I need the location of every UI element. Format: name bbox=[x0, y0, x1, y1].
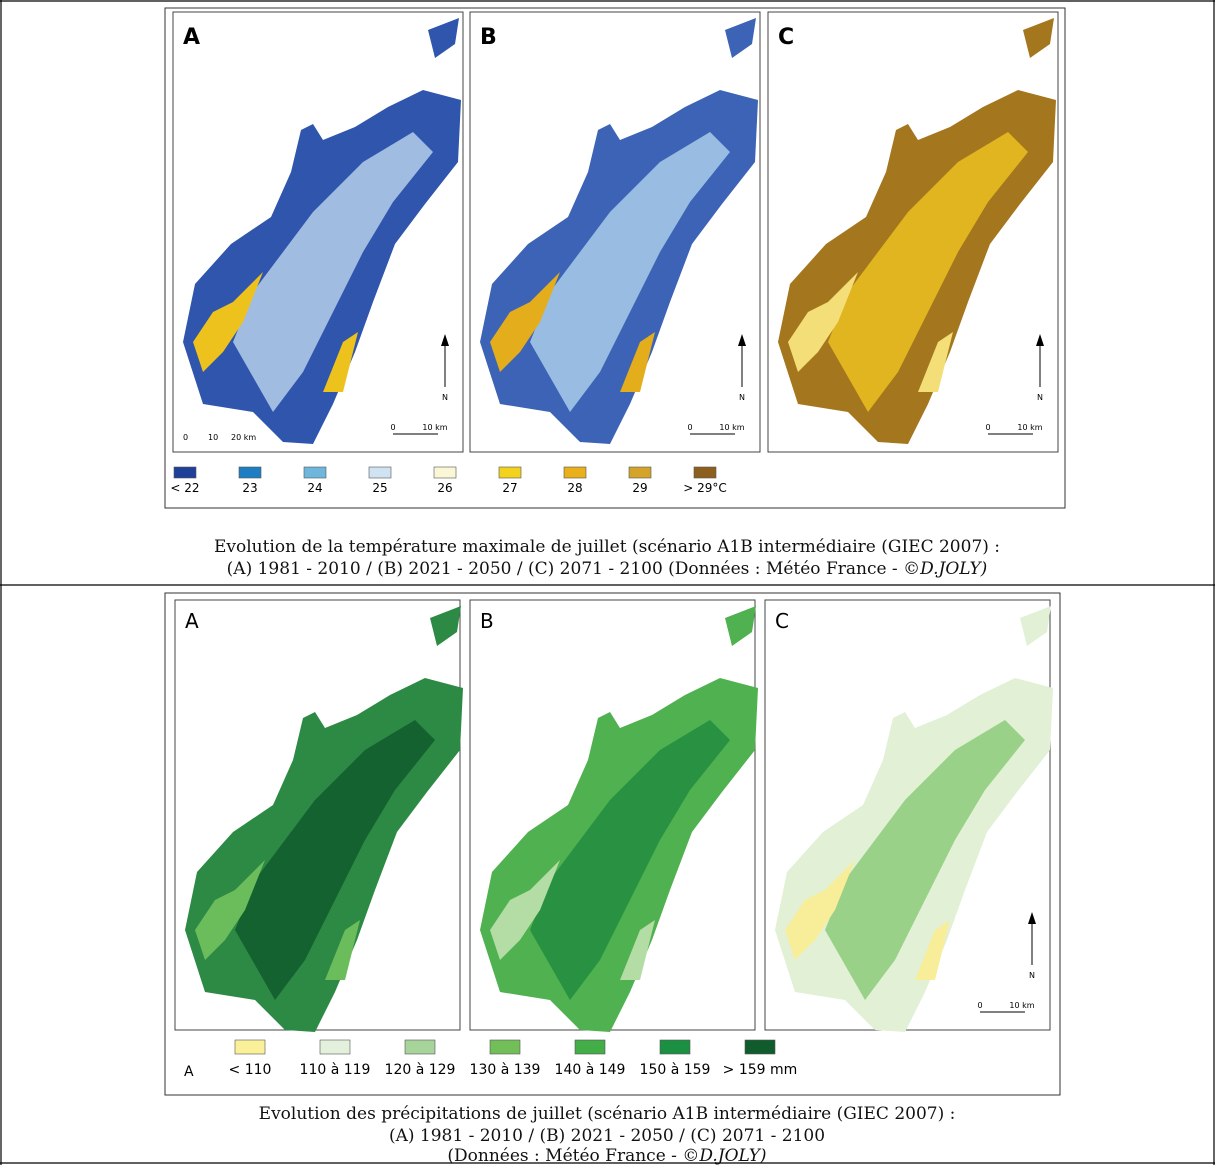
legend-swatch bbox=[319, 1039, 351, 1055]
map-panel: C bbox=[764, 599, 1053, 1032]
map-panel: C bbox=[767, 11, 1059, 453]
legend-swatch bbox=[498, 466, 522, 479]
scale-label: 0 bbox=[390, 423, 395, 432]
north-arrow-head bbox=[738, 334, 746, 346]
north-arrow-head bbox=[441, 334, 449, 346]
legend-swatch bbox=[368, 466, 392, 479]
scale-label: 20 km bbox=[231, 433, 256, 442]
caption-text: (Données : Météo France - bbox=[447, 1146, 682, 1165]
legend-label: > 29°C bbox=[683, 481, 727, 495]
legend-label: 24 bbox=[307, 481, 322, 495]
scale-label: 0 bbox=[977, 1001, 982, 1010]
legend-swatch bbox=[433, 466, 457, 479]
legend-swatch bbox=[238, 466, 262, 479]
north-arrow-head bbox=[1028, 912, 1036, 924]
caption-line: Evolution des précipitations de juillet … bbox=[259, 1104, 956, 1124]
legend-swatch bbox=[404, 1039, 436, 1055]
legend-label: < 22 bbox=[170, 481, 199, 495]
legend-swatch bbox=[563, 466, 587, 479]
legend-label: > 159 mm bbox=[723, 1062, 798, 1078]
figure-frame bbox=[164, 592, 1061, 1096]
panel-label: B bbox=[480, 609, 494, 633]
legend-label: 140 à 149 bbox=[555, 1062, 626, 1078]
panel-label: C bbox=[778, 25, 794, 50]
legend-swatch bbox=[234, 1039, 266, 1055]
panel-overlay: N 0 10 km bbox=[687, 334, 746, 435]
legend-label: 120 à 129 bbox=[385, 1062, 456, 1078]
scale-label: 10 km bbox=[1009, 1001, 1034, 1010]
north-label: N bbox=[1037, 393, 1043, 402]
caption-text: (A) 1981 - 2010 / (B) 2021 - 2050 / (C) … bbox=[227, 559, 903, 579]
north-label: N bbox=[1029, 971, 1035, 980]
legend-swatch bbox=[659, 1039, 691, 1055]
legend-swatch bbox=[489, 1039, 521, 1055]
caption-line: Evolution de la température maximale de … bbox=[214, 537, 1000, 557]
panel-label: B bbox=[480, 25, 497, 50]
panel-label: A bbox=[183, 25, 200, 50]
map-panel: A bbox=[174, 599, 463, 1032]
panel-overlay: N 0 10 km bbox=[977, 912, 1036, 1013]
legend-title: A bbox=[184, 1064, 194, 1080]
legend-label: 25 bbox=[372, 481, 387, 495]
panel-label: A bbox=[185, 609, 199, 633]
north-label: N bbox=[442, 393, 448, 402]
caption-line: (Données : Météo France - ©D.JOLY) bbox=[447, 1146, 766, 1165]
scale-label: 10 km bbox=[719, 423, 744, 432]
caption-line: (A) 1981 - 2010 / (B) 2021 - 2050 / (C) … bbox=[389, 1126, 825, 1146]
legend-label: 26 bbox=[437, 481, 452, 495]
legend-swatch bbox=[173, 466, 197, 479]
legend-swatch bbox=[693, 466, 717, 479]
legend-label: 28 bbox=[567, 481, 582, 495]
caption-credit: ©D.JOLY) bbox=[903, 559, 987, 579]
legend-swatch bbox=[744, 1039, 776, 1055]
caption-line: (A) 1981 - 2010 / (B) 2021 - 2050 / (C) … bbox=[227, 559, 988, 579]
scale-label: 0 bbox=[687, 423, 692, 432]
legend-swatch bbox=[574, 1039, 606, 1055]
legend-label: 29 bbox=[632, 481, 647, 495]
caption-credit: ©D.JOLY) bbox=[682, 1146, 766, 1165]
scale-label: 10 km bbox=[422, 423, 447, 432]
legend-swatch bbox=[628, 466, 652, 479]
legend-label: 27 bbox=[502, 481, 517, 495]
north-arrow-head bbox=[1036, 334, 1044, 346]
legend-label: 130 à 139 bbox=[470, 1062, 541, 1078]
scale-label: 10 bbox=[208, 433, 218, 442]
legend-label: 110 à 119 bbox=[300, 1062, 371, 1078]
scale-label: 10 km bbox=[1017, 423, 1042, 432]
north-label: N bbox=[739, 393, 745, 402]
caption: Evolution des précipitations de juillet … bbox=[259, 1104, 956, 1165]
panel-label: C bbox=[775, 609, 789, 633]
legend-label: < 110 bbox=[229, 1062, 272, 1078]
panel-overlay: N 0 10 km bbox=[390, 334, 449, 435]
map-panel: B bbox=[469, 599, 758, 1032]
panel-overlay: N 0 10 km bbox=[985, 334, 1044, 435]
map-panel: B bbox=[469, 11, 761, 453]
legend-label: 150 à 159 bbox=[640, 1062, 711, 1078]
legend-swatch bbox=[303, 466, 327, 479]
scale-label: 0 bbox=[985, 423, 990, 432]
map-panel: A 0 10 20 km bbox=[172, 11, 464, 453]
scale-label: 0 bbox=[183, 433, 188, 442]
legend-label: 23 bbox=[242, 481, 257, 495]
caption: Evolution de la température maximale de … bbox=[214, 537, 1000, 579]
figure-frame bbox=[164, 7, 1066, 509]
